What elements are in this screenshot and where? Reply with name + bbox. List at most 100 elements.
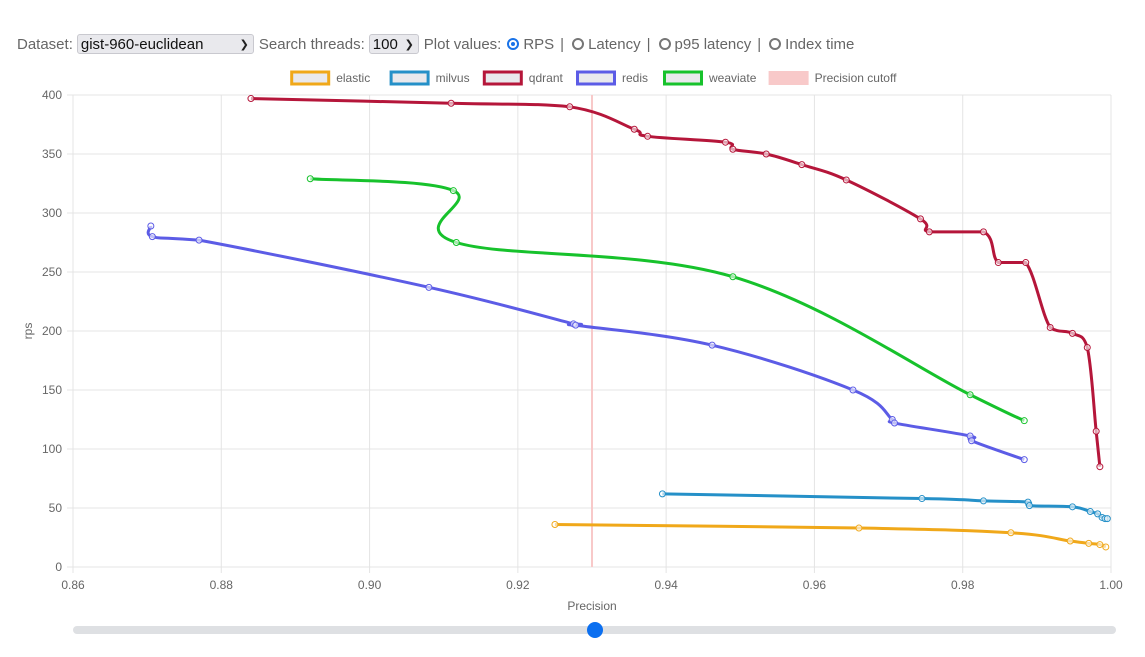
data-point-elastic [855, 524, 863, 532]
data-point-milvus [1025, 502, 1033, 510]
x-tick-label: 0.88 [210, 578, 234, 592]
data-point-qdrant [447, 99, 455, 107]
data-point-qdrant [566, 103, 574, 111]
y-tick-label: 250 [42, 265, 62, 279]
series-line-elastic [554, 523, 1107, 549]
data-point-milvus [1086, 508, 1094, 516]
radio-p95-latency[interactable]: p95 latency [657, 35, 752, 53]
y-tick-label: 400 [42, 88, 62, 102]
x-tick-label: 0.98 [951, 578, 975, 592]
legend-label: Precision cutoff [815, 71, 897, 85]
data-point-qdrant [979, 228, 987, 236]
data-point-qdrant [729, 145, 737, 153]
x-tick-label: 0.96 [803, 578, 827, 592]
legend-swatch-precision-cutoff [768, 71, 809, 85]
data-point-redis [849, 386, 857, 394]
data-point-qdrant [762, 150, 770, 158]
series-milvus [658, 490, 1111, 523]
x-axis-title: Precision [567, 599, 616, 613]
data-point-elastic [1102, 543, 1110, 551]
data-point-elastic [1096, 541, 1104, 549]
radio-index-time-label: Index time [785, 35, 855, 53]
data-point-milvus [1068, 503, 1076, 511]
data-point-qdrant [842, 176, 850, 184]
legend-label: redis [622, 71, 648, 85]
separator: | [560, 35, 565, 53]
legend: elastic milvus qdrant redis weaviate Precisio… [290, 70, 897, 86]
x-tick-label: 0.92 [506, 578, 530, 592]
data-point-weaviate [966, 391, 974, 399]
data-point-qdrant [1022, 259, 1030, 267]
dataset-select-value: gist-960-euclidean [80, 35, 204, 53]
data-point-redis [425, 283, 433, 291]
radio-unchecked-icon [769, 38, 782, 50]
data-point-qdrant [925, 228, 933, 236]
series-line-redis [146, 225, 1025, 462]
y-tick-label: 200 [42, 324, 62, 338]
separator: | [757, 35, 762, 53]
data-point-qdrant [916, 215, 924, 223]
y-axis-title: rps [21, 323, 35, 340]
data-point-redis [1020, 456, 1028, 464]
precision-slider[interactable] [73, 622, 1116, 638]
radio-unchecked-icon [572, 38, 585, 50]
data-point-elastic [551, 521, 559, 529]
threads-select-value: 100 [372, 35, 398, 53]
series-line-weaviate [310, 177, 1025, 423]
data-point-weaviate [449, 187, 457, 195]
data-point-redis [147, 222, 155, 230]
legend-swatch-milvus [389, 70, 430, 86]
data-point-redis [148, 233, 156, 241]
data-point-qdrant [644, 132, 652, 140]
data-point-weaviate [306, 175, 314, 183]
radio-checked-icon [507, 38, 520, 50]
data-point-milvus [918, 495, 926, 503]
legend-swatch-elastic [290, 70, 331, 86]
series-redis [146, 222, 1028, 464]
dataset-select[interactable]: gist-960-euclidean ❯ [76, 34, 254, 54]
rps-chart: 0.86 0.88 0.90 0.92 0.94 0.96 0.98 1.00 0 50 100 15… [21, 70, 1123, 613]
x-tick-label: 0.94 [654, 578, 678, 592]
chevron-down-icon: ❯ [239, 38, 249, 51]
legend-label: milvus [436, 71, 470, 85]
radio-p95-latency-label: p95 latency [674, 35, 752, 53]
data-point-qdrant [1096, 463, 1104, 471]
data-point-weaviate [1020, 417, 1028, 425]
legend-swatch-weaviate [663, 70, 703, 86]
data-point-redis [968, 437, 976, 445]
y-tick-label: 350 [42, 147, 62, 161]
series-line-milvus [662, 492, 1108, 521]
legend-label: elastic [336, 71, 370, 85]
data-point-elastic [1085, 539, 1093, 547]
radio-index-time[interactable]: Index time [767, 36, 854, 53]
data-point-redis [891, 419, 899, 427]
y-tick-label: 300 [42, 206, 62, 220]
x-tick-label: 1.00 [1099, 578, 1123, 592]
controls-bar: Dataset: gist-960-euclidean ❯ Search thr… [17, 33, 858, 55]
legend-swatch-qdrant [482, 70, 523, 86]
data-point-milvus [658, 490, 666, 498]
x-tick-label: 0.90 [358, 578, 382, 592]
data-point-weaviate [729, 273, 737, 281]
data-point-milvus [1094, 510, 1102, 518]
radio-unchecked-icon [658, 38, 671, 50]
y-tick-label: 50 [49, 501, 63, 515]
data-point-qdrant [721, 138, 729, 146]
data-point-redis [195, 236, 203, 244]
data-point-milvus [1103, 515, 1111, 523]
radio-latency-label: Latency [588, 35, 641, 53]
threads-label: Search threads: [258, 35, 365, 53]
threads-select[interactable]: 100 ❯ [368, 34, 419, 54]
data-point-elastic [1007, 529, 1015, 537]
dataset-label: Dataset: [17, 35, 73, 53]
data-point-qdrant [1083, 344, 1091, 352]
series-qdrant [247, 95, 1104, 471]
data-point-qdrant [798, 161, 806, 169]
legend-label: qdrant [529, 71, 564, 85]
radio-latency[interactable]: Latency [570, 36, 641, 53]
radio-rps[interactable]: RPS [505, 36, 554, 53]
data-point-qdrant [1068, 329, 1076, 337]
data-point-elastic [1066, 537, 1074, 545]
data-point-redis [572, 321, 580, 329]
slider-handle[interactable] [586, 622, 603, 638]
